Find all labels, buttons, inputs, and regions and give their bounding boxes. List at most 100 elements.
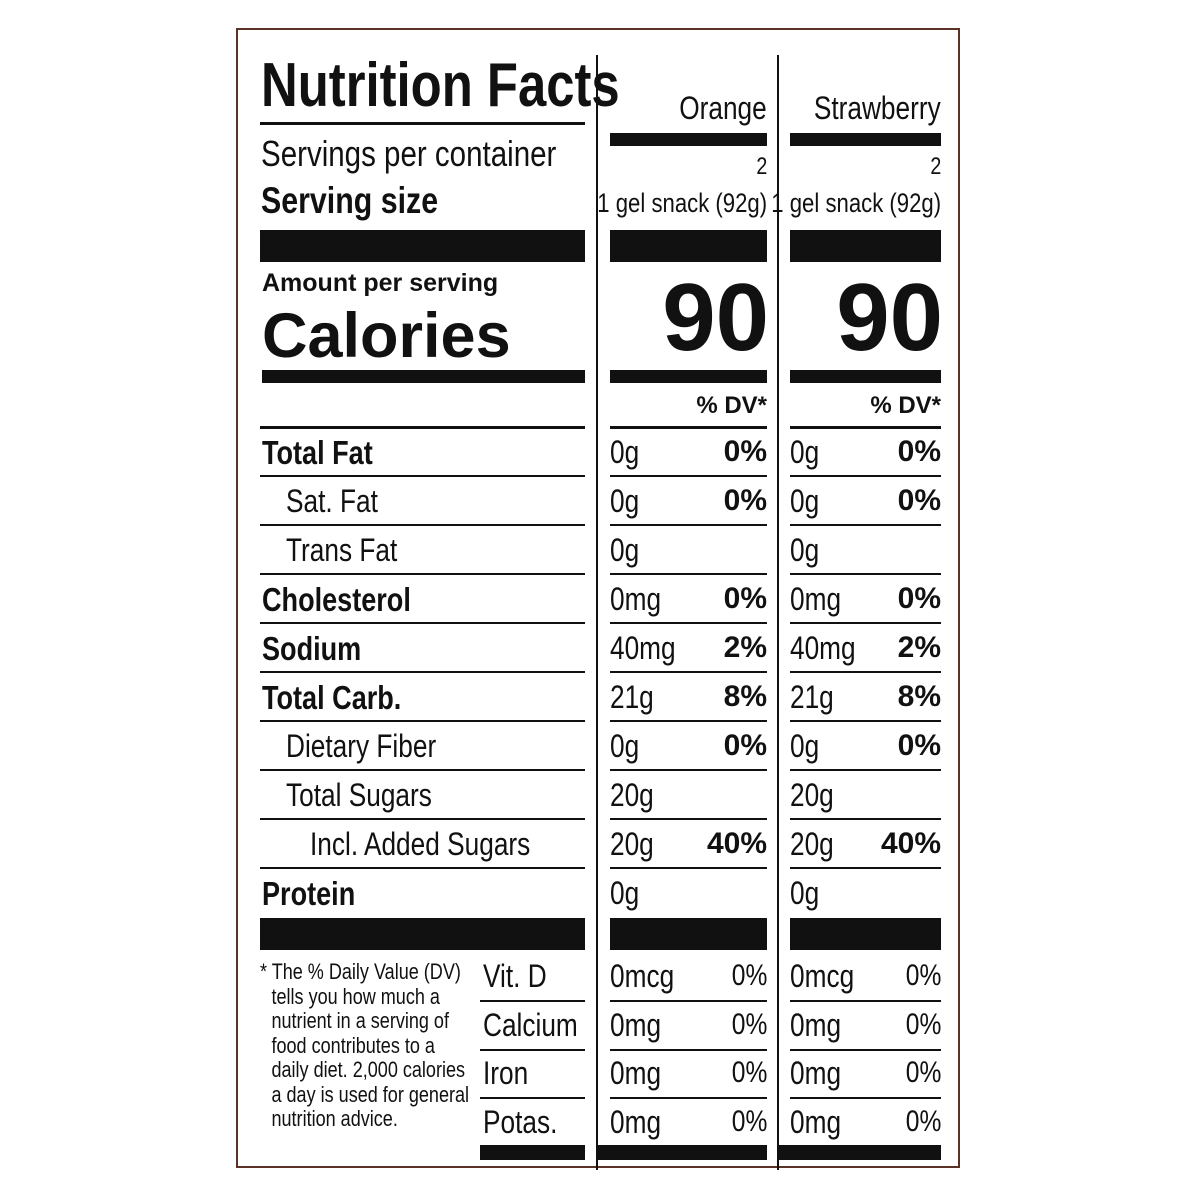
nutrient-label: Cholesterol bbox=[262, 580, 411, 618]
rule bbox=[610, 475, 767, 477]
thick-bar bbox=[790, 918, 941, 950]
rule bbox=[790, 1049, 941, 1051]
nutrient-label: Incl. Added Sugars bbox=[310, 826, 531, 862]
thick-bar bbox=[610, 230, 767, 262]
rule bbox=[260, 720, 585, 722]
nutrient-amount: 0g bbox=[610, 434, 640, 470]
rule bbox=[790, 1097, 941, 1099]
rule bbox=[610, 573, 767, 575]
rule bbox=[790, 524, 941, 526]
rule bbox=[610, 1049, 767, 1051]
nutrient-amount: 40mg bbox=[790, 630, 856, 666]
rule bbox=[610, 524, 767, 526]
bar bbox=[790, 133, 941, 146]
thick-bar bbox=[790, 230, 941, 262]
nutrient-dv: 40% bbox=[706, 827, 767, 860]
rule bbox=[260, 475, 585, 477]
vitamin-dv: 0% bbox=[905, 959, 941, 992]
rule bbox=[790, 671, 941, 673]
nutrient-dv: 0% bbox=[897, 484, 941, 517]
rule bbox=[790, 622, 941, 624]
bar bbox=[790, 370, 941, 383]
thick-bar bbox=[260, 230, 585, 262]
bar bbox=[610, 370, 767, 383]
bar bbox=[610, 133, 767, 146]
nutrient-amount: 0g bbox=[790, 728, 820, 764]
nutrient-label: Sat. Fat bbox=[286, 483, 378, 519]
nutrient-label: Dietary Fiber bbox=[286, 728, 437, 764]
servings-label: Servings per container bbox=[261, 133, 557, 174]
vitamin-amount: 0mg bbox=[790, 1006, 842, 1043]
servings-value: 2 bbox=[930, 153, 941, 180]
rule bbox=[480, 1097, 585, 1099]
nutrient-dv: 0% bbox=[723, 729, 767, 762]
nutrient-amount: 20g bbox=[790, 826, 834, 862]
nutrient-label: Protein bbox=[262, 874, 356, 912]
vitamin-amount: 0mcg bbox=[610, 958, 675, 994]
nutrient-dv: 0% bbox=[723, 582, 767, 615]
nutrient-dv: 40% bbox=[880, 827, 941, 860]
rule bbox=[260, 769, 585, 771]
bar bbox=[778, 1145, 941, 1160]
rule bbox=[260, 426, 585, 429]
rule bbox=[260, 524, 585, 526]
nutrient-amount: 20g bbox=[790, 777, 834, 813]
nutrient-amount: 0g bbox=[610, 728, 640, 764]
calories-value: 90 bbox=[662, 264, 769, 371]
rule bbox=[610, 671, 767, 673]
vitamin-amount: 0mg bbox=[790, 1055, 842, 1091]
nutrient-dv: 8% bbox=[897, 680, 941, 713]
product-name: Strawberry bbox=[814, 90, 941, 126]
nutrient-amount: 21g bbox=[610, 679, 654, 715]
vitamin-label: Vit. D bbox=[483, 958, 547, 994]
rule bbox=[260, 122, 585, 125]
rule bbox=[790, 573, 941, 575]
rule bbox=[260, 867, 585, 869]
footnote: * The % Daily Value (DV) tells you how m… bbox=[260, 959, 470, 1131]
product-name: Orange bbox=[679, 90, 767, 126]
rule bbox=[790, 818, 941, 820]
nutrient-dv: 8% bbox=[723, 680, 767, 713]
thick-bar bbox=[610, 918, 767, 950]
rule bbox=[610, 1097, 767, 1099]
serving-size-value: 1 gel snack (92g) bbox=[597, 187, 767, 218]
nutrient-dv: 0% bbox=[897, 435, 941, 468]
vitamin-dv: 0% bbox=[731, 1056, 767, 1089]
dv-header: % DV* bbox=[870, 392, 941, 419]
nutrient-dv: 0% bbox=[897, 729, 941, 762]
rule bbox=[610, 622, 767, 624]
vitamin-dv: 0% bbox=[905, 1104, 941, 1138]
vitamin-amount: 0mcg bbox=[790, 958, 855, 994]
rule bbox=[610, 720, 767, 722]
nutrient-amount: 21g bbox=[790, 679, 834, 715]
vitamin-dv: 0% bbox=[905, 1007, 941, 1041]
bar bbox=[262, 370, 585, 383]
bar bbox=[598, 1145, 767, 1160]
rule bbox=[480, 1049, 585, 1051]
rule bbox=[610, 426, 767, 429]
nutrient-label: Trans Fat bbox=[286, 532, 398, 568]
rule bbox=[260, 573, 585, 575]
nutrient-amount: 20g bbox=[610, 777, 654, 813]
nutrient-label: Total Fat bbox=[262, 433, 373, 471]
nutrient-amount: 20g bbox=[610, 826, 654, 862]
nutrient-amount: 0g bbox=[610, 532, 640, 568]
label-border bbox=[236, 28, 960, 1168]
nutrient-amount: 0g bbox=[610, 875, 640, 911]
nutrient-label: Total Sugars bbox=[286, 777, 432, 813]
vitamin-amount: 0mg bbox=[610, 1055, 662, 1091]
rule bbox=[610, 1000, 767, 1002]
vitamin-amount: 0mg bbox=[790, 1103, 842, 1140]
rule bbox=[790, 475, 941, 477]
nutrient-amount: 0g bbox=[790, 532, 820, 568]
dv-header: % DV* bbox=[696, 392, 767, 419]
rule bbox=[260, 622, 585, 624]
nutrient-dv: 2% bbox=[723, 631, 767, 664]
column-divider bbox=[777, 55, 779, 1170]
vitamin-dv: 0% bbox=[731, 1007, 767, 1041]
nutrient-amount: 0g bbox=[790, 483, 820, 519]
rule bbox=[610, 769, 767, 771]
nutrient-amount: 0g bbox=[610, 483, 640, 519]
vitamin-label: Iron bbox=[483, 1055, 529, 1091]
